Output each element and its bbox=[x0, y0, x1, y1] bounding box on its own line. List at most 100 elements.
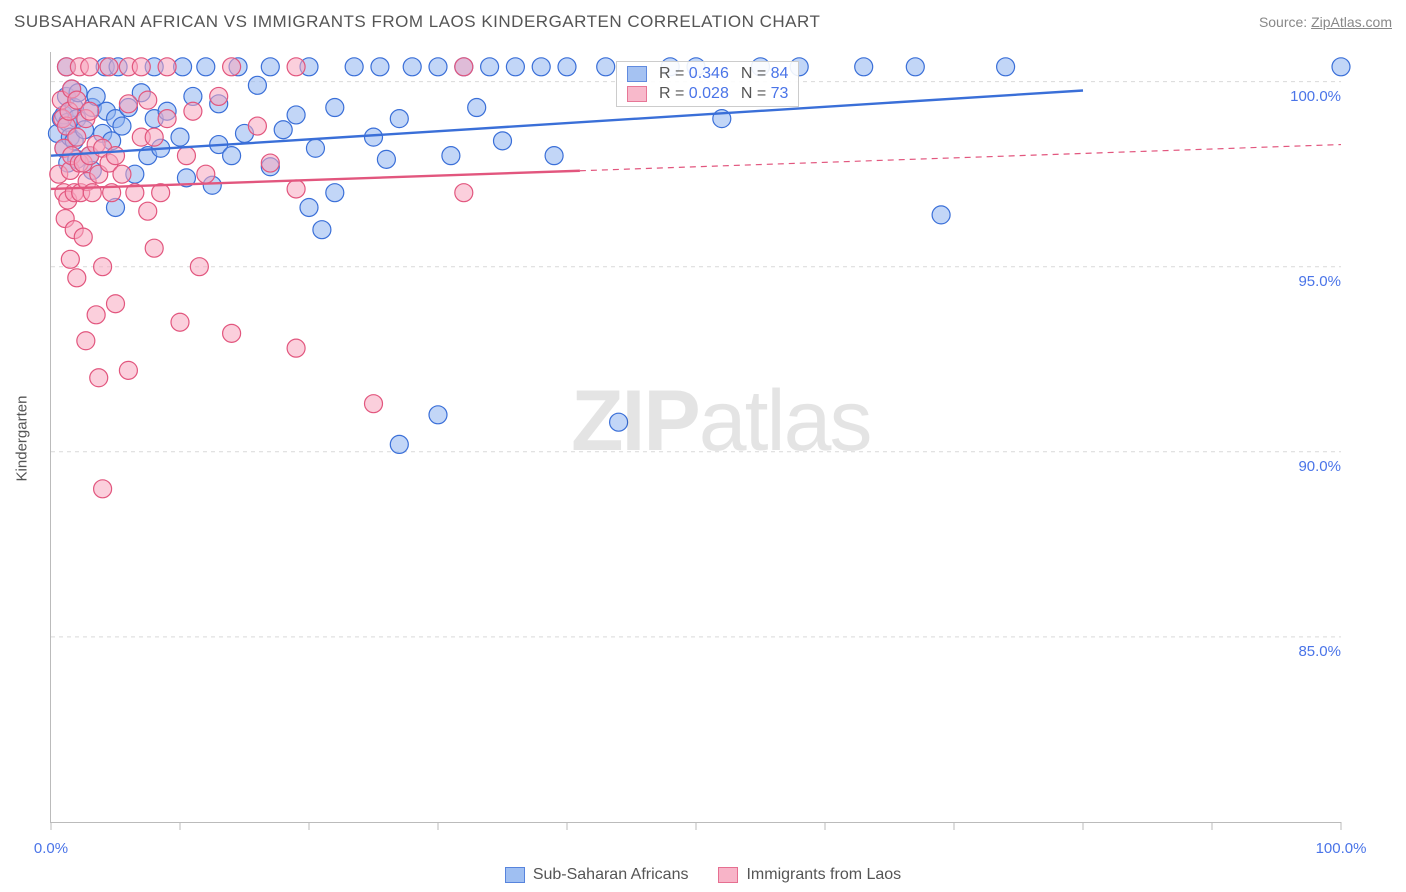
data-point-laos bbox=[248, 117, 266, 135]
stat-r-label: R = 0.346 bbox=[659, 65, 729, 83]
data-point-ssa bbox=[442, 147, 460, 165]
data-point-ssa bbox=[468, 99, 486, 117]
data-point-laos bbox=[287, 339, 305, 357]
data-point-laos bbox=[113, 165, 131, 183]
data-point-laos bbox=[94, 258, 112, 276]
data-point-laos bbox=[119, 95, 137, 113]
data-point-ssa bbox=[223, 147, 241, 165]
data-point-ssa bbox=[287, 106, 305, 124]
data-point-ssa bbox=[481, 58, 499, 76]
y-axis-label: Kindergarten bbox=[14, 396, 31, 482]
data-point-laos bbox=[81, 58, 99, 76]
data-point-ssa bbox=[506, 58, 524, 76]
data-point-ssa bbox=[403, 58, 421, 76]
data-point-ssa bbox=[171, 128, 189, 146]
data-point-ssa bbox=[365, 128, 383, 146]
data-point-laos bbox=[100, 58, 118, 76]
data-point-laos bbox=[94, 480, 112, 498]
data-point-ssa bbox=[326, 99, 344, 117]
data-point-ssa bbox=[197, 58, 215, 76]
data-point-ssa bbox=[300, 198, 318, 216]
y-tick-label: 100.0% bbox=[1281, 88, 1341, 105]
data-point-ssa bbox=[313, 221, 331, 239]
data-point-ssa bbox=[906, 58, 924, 76]
scatter-plot: 85.0%90.0%95.0%100.0%0.0%100.0%ZIPatlasR… bbox=[50, 52, 1341, 823]
data-point-laos bbox=[87, 306, 105, 324]
data-point-laos bbox=[81, 102, 99, 120]
source-prefix: Source: bbox=[1259, 14, 1311, 30]
data-point-laos bbox=[139, 91, 157, 109]
data-point-laos bbox=[145, 128, 163, 146]
data-point-ssa bbox=[345, 58, 363, 76]
data-point-laos bbox=[287, 180, 305, 198]
data-point-laos bbox=[119, 361, 137, 379]
data-point-laos bbox=[365, 395, 383, 413]
data-point-laos bbox=[287, 58, 305, 76]
data-point-laos bbox=[158, 58, 176, 76]
data-point-ssa bbox=[248, 76, 266, 94]
data-point-laos bbox=[455, 184, 473, 202]
data-point-laos bbox=[171, 313, 189, 331]
stats-row-laos: R = 0.028 N = 73 bbox=[617, 84, 798, 104]
chart-title: SUBSAHARAN AFRICAN VS IMMIGRANTS FROM LA… bbox=[14, 12, 820, 32]
legend-swatch-icon bbox=[505, 867, 525, 883]
data-point-laos bbox=[223, 58, 241, 76]
data-point-laos bbox=[139, 202, 157, 220]
data-point-ssa bbox=[371, 58, 389, 76]
data-point-ssa bbox=[274, 121, 292, 139]
data-point-laos bbox=[197, 165, 215, 183]
legend-item-ssa: Sub-Saharan Africans bbox=[505, 866, 689, 884]
data-point-laos bbox=[190, 258, 208, 276]
trend-line-ssa bbox=[51, 91, 1083, 156]
data-point-ssa bbox=[429, 406, 447, 424]
data-point-ssa bbox=[532, 58, 550, 76]
data-point-ssa bbox=[261, 58, 279, 76]
data-point-laos bbox=[132, 58, 150, 76]
trend-extrapolation-laos bbox=[580, 145, 1341, 171]
data-point-ssa bbox=[855, 58, 873, 76]
data-point-laos bbox=[177, 147, 195, 165]
stat-r-label: R = 0.028 bbox=[659, 85, 729, 103]
data-point-laos bbox=[68, 269, 86, 287]
data-point-ssa bbox=[429, 58, 447, 76]
stats-row-ssa: R = 0.346 N = 84 bbox=[617, 64, 798, 84]
data-point-ssa bbox=[377, 150, 395, 168]
y-tick-label: 85.0% bbox=[1281, 643, 1341, 660]
source-link[interactable]: ZipAtlas.com bbox=[1311, 14, 1392, 30]
x-tick-label: 100.0% bbox=[1316, 840, 1367, 857]
data-point-ssa bbox=[997, 58, 1015, 76]
data-point-ssa bbox=[113, 117, 131, 135]
data-point-laos bbox=[107, 295, 125, 313]
data-point-laos bbox=[210, 87, 228, 105]
data-point-ssa bbox=[326, 184, 344, 202]
data-point-ssa bbox=[545, 147, 563, 165]
source-attribution: Source: ZipAtlas.com bbox=[1259, 14, 1392, 30]
data-point-ssa bbox=[390, 435, 408, 453]
data-point-ssa bbox=[306, 139, 324, 157]
stats-swatch-icon bbox=[627, 86, 647, 102]
data-point-ssa bbox=[610, 413, 628, 431]
data-point-laos bbox=[184, 102, 202, 120]
data-point-laos bbox=[145, 239, 163, 257]
data-point-laos bbox=[77, 332, 95, 350]
y-tick-label: 90.0% bbox=[1281, 458, 1341, 475]
legend-swatch-icon bbox=[718, 867, 738, 883]
data-point-laos bbox=[223, 324, 241, 342]
data-point-ssa bbox=[1332, 58, 1350, 76]
data-point-laos bbox=[261, 154, 279, 172]
data-point-laos bbox=[107, 147, 125, 165]
data-point-laos bbox=[74, 228, 92, 246]
data-point-laos bbox=[61, 250, 79, 268]
data-point-laos bbox=[455, 58, 473, 76]
data-point-laos bbox=[158, 110, 176, 128]
x-tick-label: 0.0% bbox=[34, 840, 68, 857]
stat-n-label: N = 73 bbox=[741, 85, 789, 103]
data-point-ssa bbox=[558, 58, 576, 76]
data-point-ssa bbox=[494, 132, 512, 150]
stats-swatch-icon bbox=[627, 66, 647, 82]
legend-item-laos: Immigrants from Laos bbox=[718, 866, 901, 884]
data-point-ssa bbox=[390, 110, 408, 128]
stat-n-label: N = 84 bbox=[741, 65, 789, 83]
stats-box: R = 0.346 N = 84 R = 0.028 N = 73 bbox=[616, 61, 799, 107]
y-tick-label: 95.0% bbox=[1281, 273, 1341, 290]
